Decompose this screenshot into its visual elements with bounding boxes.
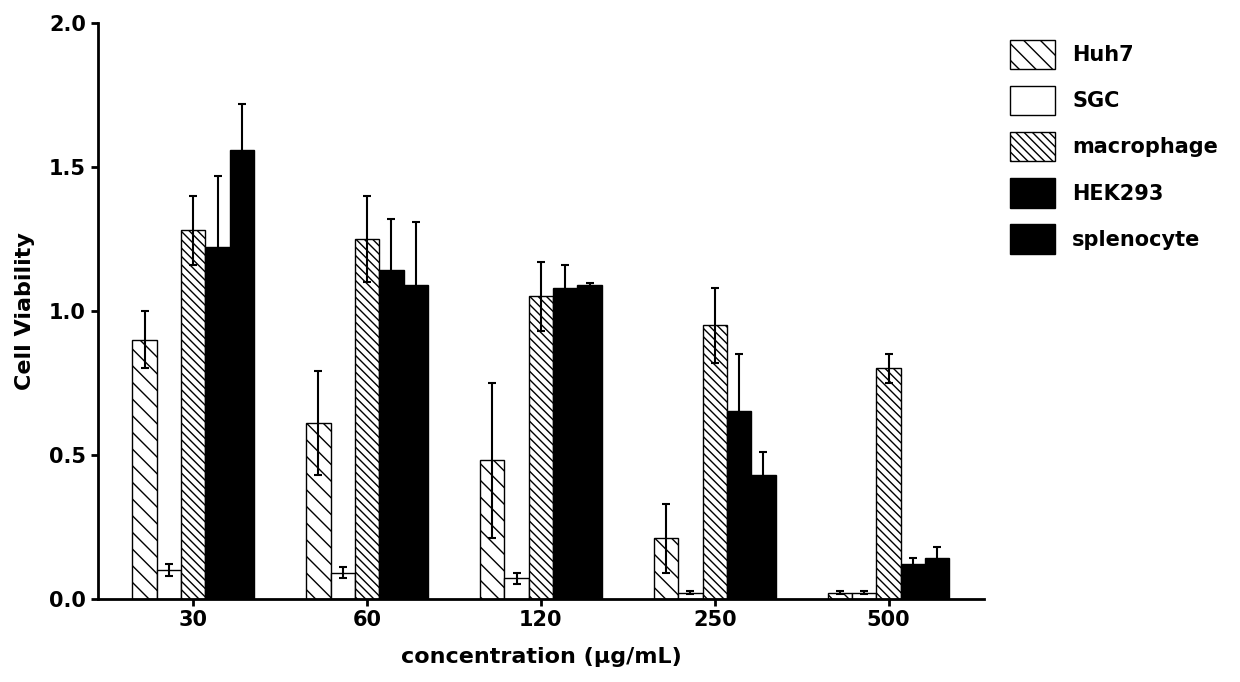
- X-axis label: concentration (μg/mL): concentration (μg/mL): [401, 647, 681, 667]
- Bar: [480, 460, 505, 599]
- Bar: [505, 578, 528, 599]
- Bar: [678, 593, 703, 599]
- Bar: [703, 325, 727, 599]
- Bar: [133, 340, 156, 599]
- Bar: [379, 271, 403, 599]
- Bar: [925, 559, 950, 599]
- Bar: [653, 538, 678, 599]
- Bar: [156, 569, 181, 599]
- Bar: [751, 475, 775, 599]
- Bar: [900, 564, 925, 599]
- Bar: [355, 239, 379, 599]
- Bar: [578, 285, 601, 599]
- Bar: [206, 248, 229, 599]
- Bar: [229, 149, 254, 599]
- Bar: [727, 411, 751, 599]
- Bar: [528, 297, 553, 599]
- Bar: [827, 593, 852, 599]
- Bar: [553, 288, 578, 599]
- Y-axis label: Cell Viability: Cell Viability: [15, 232, 35, 389]
- Bar: [331, 573, 355, 599]
- Bar: [877, 368, 900, 599]
- Bar: [306, 423, 331, 599]
- Bar: [403, 285, 428, 599]
- Bar: [181, 231, 206, 599]
- Bar: [852, 593, 877, 599]
- Legend: Huh7, SGC, macrophage, HEK293, splenocyte: Huh7, SGC, macrophage, HEK293, splenocyt…: [1003, 33, 1224, 260]
